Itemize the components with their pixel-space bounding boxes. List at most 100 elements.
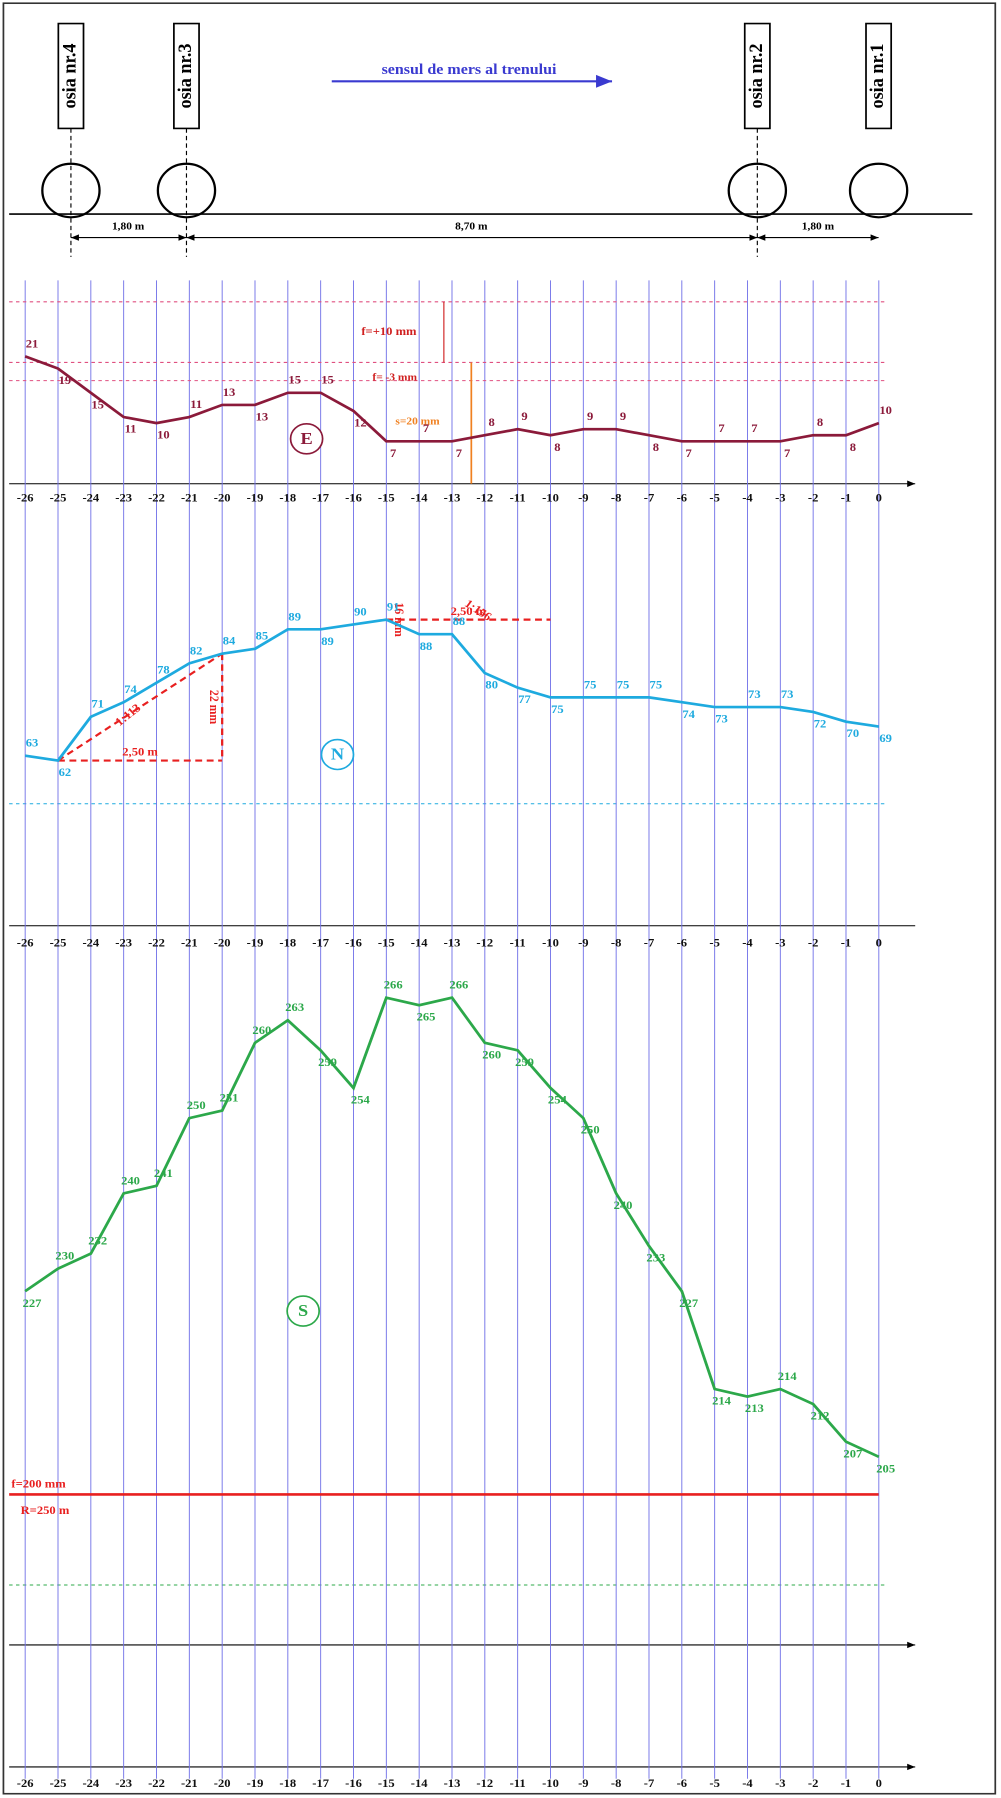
value-label: 84 [223,634,236,648]
x-tick-label: -20 [214,491,231,505]
x-tick-label: -8 [611,936,621,950]
x-tick-label: -18 [279,491,296,505]
annotation: R=250 m [21,1504,70,1518]
x-tick-label: -3 [775,491,785,505]
value-label: 214 [778,1369,797,1383]
x-tick-label: 0 [876,936,882,950]
value-label: 15 [288,373,301,387]
value-label: 260 [252,1023,271,1037]
value-label: 7 [751,422,757,436]
x-tick-label: -22 [148,936,165,950]
value-label: 63 [26,736,39,750]
x-tick-label: -17 [312,1776,329,1790]
wheel [156,162,217,219]
value-label: 75 [584,678,597,692]
value-label: 13 [256,410,269,424]
x-tick-label: -26 [17,1776,34,1790]
value-label: 212 [811,1409,830,1423]
series-line [24,618,880,762]
value-label: 91 [387,600,400,614]
symbol-circle [289,423,324,455]
symbol-label: E [300,428,312,447]
x-tick-label: -3 [775,936,785,950]
axle-label: osia nr.2 [745,43,767,108]
axle-label: osia nr.1 [867,43,889,108]
value-label: 214 [712,1394,731,1408]
value-label: 89 [288,610,301,624]
x-tick-label: -17 [312,491,329,505]
value-label: 241 [154,1166,173,1180]
value-label: 7 [784,446,790,460]
x-tick-label: -3 [775,1776,785,1790]
value-label: 72 [814,717,827,731]
x-tick-label: -26 [17,936,34,950]
wheel [727,162,788,219]
value-label: 10 [157,428,170,442]
x-tick-label: -17 [312,936,329,950]
value-label: 82 [190,644,203,658]
value-label: 7 [423,422,429,436]
axle-label: osia nr.4 [59,43,81,109]
x-tick-label: -21 [181,491,198,505]
x-tick-label: -5 [709,491,719,505]
x-tick-label: -14 [411,936,428,950]
x-tick-label: -26 [17,491,34,505]
x-tick-label: -18 [279,1776,296,1790]
x-tick-label: -1 [841,936,851,950]
value-label: 260 [482,1048,501,1062]
symbol-label: N [331,744,344,763]
value-label: 266 [449,978,468,992]
x-tick-label: -9 [578,936,588,950]
x-tick-label: -11 [510,936,526,950]
value-label: 259 [515,1055,534,1069]
x-tick-label: -15 [378,936,395,950]
x-tick-label: -23 [115,491,132,505]
annotation: 2,50 m [451,604,487,618]
x-tick-label: -20 [214,936,231,950]
x-tick-label: -4 [742,936,752,950]
symbol-circle [286,1295,321,1327]
value-label: 9 [521,409,527,423]
x-tick-label: -23 [115,936,132,950]
value-label: 7 [718,422,724,436]
x-tick-label: -16 [345,936,362,950]
x-tick-label: -13 [444,491,461,505]
value-label: 71 [91,697,104,711]
value-label: 230 [55,1249,74,1263]
value-label: 205 [876,1462,895,1476]
x-tick-label: -22 [148,491,165,505]
x-tick-label: -14 [411,1776,428,1790]
axle-box [743,22,771,130]
series-line [24,355,880,443]
spacing-label: 1,80 m [112,221,145,233]
annotation: f= -3 mm [372,372,417,384]
value-label: 75 [617,678,630,692]
x-tick-label: -20 [214,1776,231,1790]
axle-label: osia nr.3 [174,43,196,108]
value-label: 7 [456,446,462,460]
value-label: 80 [485,678,498,692]
x-tick-label: -6 [677,936,687,950]
x-tick-label: -4 [742,491,752,505]
x-tick-label: -21 [181,936,198,950]
wheel [848,162,909,219]
x-tick-label: -19 [247,1776,264,1790]
x-tick-label: -8 [611,491,621,505]
x-tick-label: -12 [476,936,493,950]
x-tick-label: 0 [876,1776,882,1790]
x-tick-label: -6 [677,491,687,505]
value-label: 19 [59,373,72,387]
annotation: 2,50 m [122,745,158,759]
x-tick-label: -2 [808,936,818,950]
value-label: 88 [420,639,433,653]
x-tick-label: -19 [247,491,264,505]
x-tick-label: -10 [542,1776,559,1790]
x-tick-label: -24 [82,1776,99,1790]
x-tick-label: -7 [644,1776,654,1790]
value-label: 74 [682,707,695,721]
value-label: 78 [157,663,170,677]
value-label: 70 [847,727,860,741]
x-tick-label: -23 [115,1776,132,1790]
limit-label: f=200 mm [11,1477,65,1491]
